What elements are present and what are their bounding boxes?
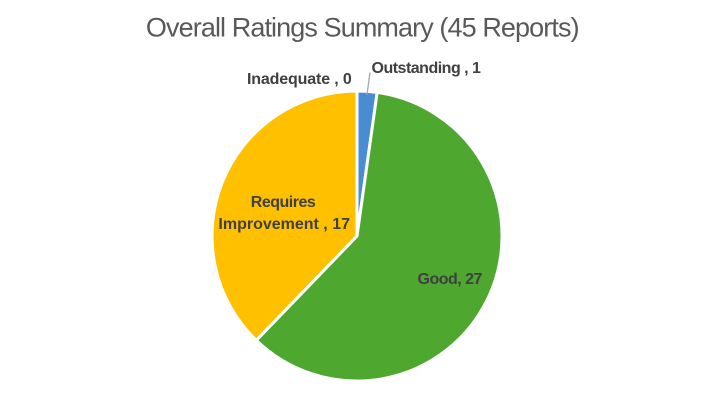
- svg-text:Outstanding , 1: Outstanding , 1: [372, 60, 482, 77]
- svg-text:Inadequate , 0: Inadequate , 0: [247, 71, 352, 88]
- svg-text:Overall Ratings Summary (45 Re: Overall Ratings Summary (45 Reports): [146, 13, 579, 43]
- svg-text:Requires: Requires: [251, 194, 316, 211]
- svg-text:Good, 27: Good, 27: [418, 271, 483, 288]
- svg-text:Improvement , 17: Improvement , 17: [218, 216, 350, 233]
